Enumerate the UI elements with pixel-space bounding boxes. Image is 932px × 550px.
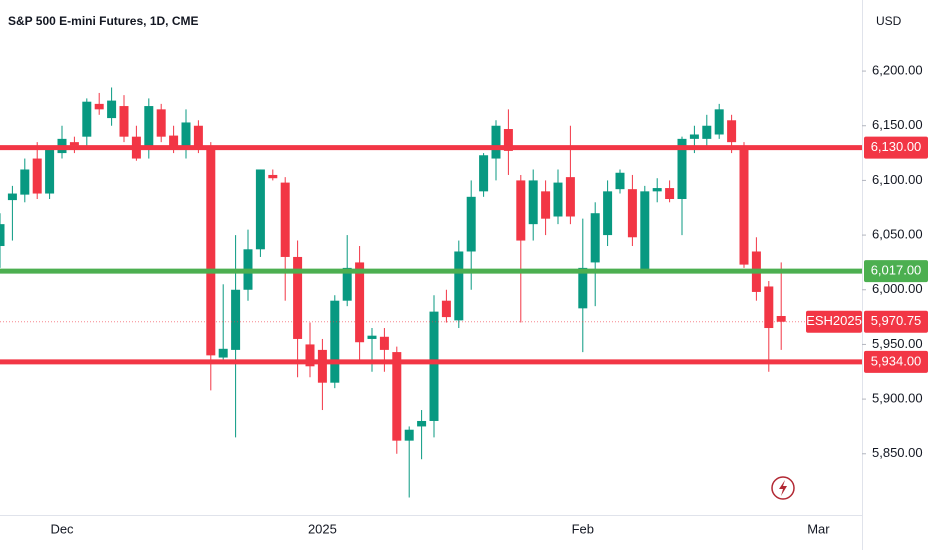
candle-body — [764, 286, 774, 329]
candle-body — [516, 180, 526, 241]
y-tick-label: 6,050.00 — [872, 227, 923, 242]
candle-body — [392, 352, 402, 441]
level-label: 6,130.00 — [871, 139, 922, 154]
candle-body — [342, 267, 352, 301]
candle-body — [69, 142, 79, 146]
level-label: 5,934.00 — [871, 353, 922, 368]
candle-body — [565, 177, 575, 217]
level-label-box — [864, 350, 928, 373]
y-tick-label: 5,950.00 — [872, 336, 923, 351]
candle-body — [404, 429, 414, 441]
candle-body — [0, 224, 5, 247]
candle-body — [280, 182, 290, 257]
candle-body — [218, 348, 228, 358]
candle-body — [702, 125, 712, 139]
candle-body — [652, 188, 662, 192]
candle-body — [181, 122, 191, 150]
candle-body — [45, 149, 55, 194]
candle-body — [305, 344, 315, 367]
x-tick-label: 2025 — [308, 521, 337, 536]
level-label-box — [864, 136, 928, 159]
candle-body — [578, 267, 588, 309]
alert-circle — [771, 476, 795, 500]
y-tick-label: 6,100.00 — [872, 172, 923, 187]
y-tick-label: 6,000.00 — [872, 281, 923, 296]
candle-body — [193, 125, 203, 150]
candle-body — [417, 420, 427, 427]
y-tick-label: 5,850.00 — [872, 445, 923, 460]
x-tick-label: Feb — [572, 521, 594, 536]
candle-body — [32, 158, 42, 194]
candle-body — [94, 103, 104, 110]
candle-body — [776, 315, 786, 322]
candle-body — [553, 182, 563, 217]
candle-body — [727, 120, 737, 143]
level-label: 6,017.00 — [871, 263, 922, 278]
candle-body — [7, 193, 17, 201]
candle-body — [677, 138, 687, 200]
candle-body — [144, 106, 154, 150]
candle-body — [627, 189, 637, 238]
x-tick-label: Mar — [807, 521, 830, 536]
candle-body — [119, 106, 129, 137]
candle-body — [615, 172, 625, 190]
candle-body — [479, 155, 489, 192]
candle-body — [541, 191, 551, 219]
candle-body — [429, 311, 439, 421]
symbol-label: ESH2025 — [806, 313, 862, 328]
candle-body — [20, 169, 30, 195]
candle-body — [590, 213, 600, 263]
candle-body — [293, 256, 303, 339]
candle-body — [665, 188, 675, 200]
y-tick-label: 5,900.00 — [872, 391, 923, 406]
candle-body — [454, 251, 464, 321]
y-tick-label: 6,150.00 — [872, 117, 923, 132]
x-tick-label: Dec — [50, 521, 74, 536]
candle-body — [739, 147, 749, 265]
alert-bolt — [779, 480, 787, 496]
candle-body — [268, 174, 278, 179]
last-price-box — [864, 310, 928, 333]
candle-body — [491, 125, 501, 159]
candle-body — [169, 135, 179, 150]
candle-body — [156, 109, 166, 137]
alert-icon[interactable] — [771, 476, 795, 500]
last-price-label: 5,970.75 — [871, 313, 922, 328]
candle-body — [603, 191, 613, 236]
candle-body — [317, 349, 327, 383]
chart-title: S&P 500 E-mini Futures, 1D, CME — [8, 14, 199, 28]
candle-body — [379, 336, 389, 350]
candle-body — [107, 100, 117, 119]
y-tick-label: 6,200.00 — [872, 63, 923, 78]
candle-body — [330, 300, 340, 383]
candle-body — [528, 180, 538, 225]
candle-body — [255, 169, 265, 250]
candle-body — [640, 191, 650, 272]
candle-body — [503, 129, 513, 151]
candle-body — [714, 109, 724, 135]
level-label-box — [864, 260, 928, 283]
candle-body — [466, 196, 476, 252]
candle-body — [355, 262, 365, 343]
candle-body — [441, 300, 451, 318]
symbol-label-box — [806, 310, 862, 333]
candle-body — [689, 134, 699, 139]
candle-body — [231, 289, 241, 350]
candle-body — [367, 335, 377, 339]
candle-body — [206, 147, 216, 356]
currency-label[interactable]: USD — [876, 14, 902, 28]
candle-body — [82, 101, 92, 137]
